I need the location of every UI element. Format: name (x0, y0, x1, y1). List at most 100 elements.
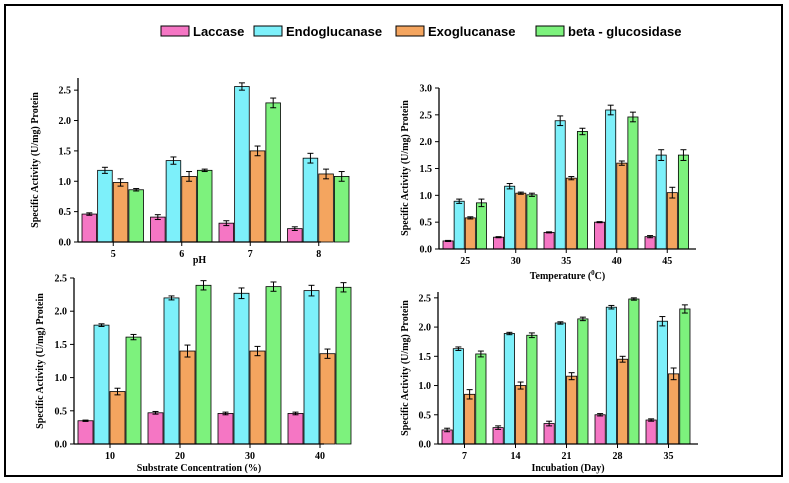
bar-laccase-10 (77, 420, 94, 445)
bar-laccase-21 (543, 423, 555, 445)
y-tick-label: 0.0 (419, 440, 432, 451)
bar-endoglucanase-21 (554, 322, 566, 445)
x-tick-label-45: 45 (662, 256, 672, 267)
x-tick-label-5: 5 (111, 249, 116, 260)
bar-exoglucanase-7 (464, 393, 476, 445)
bar-exoglucanase-28 (617, 358, 629, 445)
x-tick-label-20: 20 (175, 451, 185, 462)
x-tick-label-6: 6 (179, 249, 184, 260)
bar-exoglucanase-35 (565, 177, 577, 250)
x-tick-label-14: 14 (511, 451, 521, 462)
bar-endoglucanase-10 (93, 324, 110, 445)
bar-beta-glucosidase-7 (265, 102, 281, 243)
bar-beta-glucosidase-40 (627, 116, 639, 250)
y-tick-label: 1.5 (419, 352, 432, 363)
bar-beta-glucosidase-30 (526, 194, 538, 250)
y-tick-label: 1.5 (420, 164, 433, 175)
y-tick-label: 1.0 (419, 381, 432, 392)
bar-endoglucanase-6 (165, 160, 182, 243)
bar-laccase-5 (81, 213, 98, 243)
bar-endoglucanase-5 (97, 169, 113, 243)
y-axis-title: Specific Activity (U/mg) Protein (400, 300, 411, 436)
legend-swatch-laccase (160, 25, 190, 37)
bar-endoglucanase-7 (234, 86, 250, 243)
bar-laccase-25 (442, 240, 454, 250)
bar-endoglucanase-35 (554, 120, 566, 250)
legend-label-laccase: Laccase (193, 24, 244, 39)
bar-endoglucanase-30 (233, 292, 250, 445)
bar-endoglucanase-28 (605, 306, 617, 445)
bar-endoglucanase-40 (605, 109, 617, 250)
bar-beta-glucosidase-40 (335, 286, 352, 445)
bar-laccase-6 (150, 216, 166, 243)
x-tick-label-40: 40 (315, 451, 325, 462)
figure-canvas: Laccase Endoglucanase Exoglucanase beta - g… (30, 24, 698, 474)
bar-endoglucanase-45 (655, 154, 667, 250)
y-tick-label: 2.0 (419, 323, 432, 334)
bar-laccase-45 (644, 236, 656, 250)
y-tick-label: 0.0 (59, 238, 72, 249)
x-tick-label-30: 30 (511, 256, 521, 267)
x-axis-title: Substrate Concentration (%) (137, 463, 261, 474)
legend-label-endoglucanase: Endoglucanase (286, 24, 382, 39)
chart-substrate-concentration: 0.0 0.5 1.0 1.5 2.0 2.5 10 20 30 40 Substrate Conc… (35, 274, 352, 474)
y-tick-label: 2.5 (420, 110, 433, 121)
bar-exoglucanase-7 (249, 150, 266, 243)
bar-endoglucanase-20 (163, 297, 180, 445)
bar-laccase-20 (147, 412, 164, 445)
y-tick-label: 1.0 (420, 191, 433, 202)
bar-beta-glucosidase-10 (125, 336, 142, 445)
bar-exoglucanase-10 (109, 391, 126, 445)
bar-exoglucanase-45 (666, 192, 678, 250)
bar-endoglucanase-40 (303, 290, 320, 445)
bar-exoglucanase-8 (318, 173, 334, 243)
y-axis-title: Specific Activity (U/mg) Protein (30, 92, 41, 228)
bar-laccase-40 (287, 413, 304, 445)
chart-incubation: 0.0 0.5 1.0 1.5 2.0 2.5 7 14 21 28 35 Incubation (D… (400, 292, 698, 474)
x-tick-label-10: 10 (105, 451, 115, 462)
bar-exoglucanase-6 (181, 175, 197, 243)
y-tick-label: 1.5 (59, 146, 72, 157)
bar-exoglucanase-25 (464, 217, 476, 250)
bar-beta-glucosidase-35 (576, 131, 588, 250)
y-tick-label: 2.0 (59, 116, 72, 127)
legend-swatch-beta-glucosidase (535, 25, 565, 37)
bar-endoglucanase-7 (452, 348, 464, 445)
bar-exoglucanase-14 (515, 385, 527, 445)
legend-label-exoglucanase: Exoglucanase (428, 24, 515, 39)
y-tick-label: 1.0 (59, 177, 72, 188)
x-tick-label-28: 28 (613, 451, 623, 462)
y-tick-label: 0.5 (59, 207, 72, 218)
x-tick-label-35: 35 (664, 451, 674, 462)
y-tick-label: 2.5 (55, 274, 68, 285)
legend: Laccase Endoglucanase Exoglucanase beta - g… (160, 24, 681, 39)
bar-exoglucanase-20 (179, 350, 196, 445)
x-tick-label-30: 30 (245, 451, 255, 462)
bar-laccase-40 (594, 221, 606, 250)
x-tick-label-7: 7 (248, 249, 253, 260)
legend-swatch-exoglucanase (395, 25, 425, 37)
bar-beta-glucosidase-28 (628, 298, 640, 445)
bar-exoglucanase-40 (319, 353, 336, 445)
bar-beta-glucosidase-5 (128, 189, 144, 243)
bar-beta-glucosidase-25 (475, 202, 487, 250)
bar-exoglucanase-30 (515, 192, 527, 250)
x-tick-label-8: 8 (316, 249, 321, 260)
y-tick-label: 0.0 (420, 245, 433, 256)
bar-laccase-14 (492, 427, 504, 445)
x-tick-label-25: 25 (460, 256, 470, 267)
bar-exoglucanase-35 (668, 373, 680, 445)
bar-exoglucanase-30 (249, 350, 266, 445)
bar-beta-glucosidase-6 (196, 169, 213, 243)
y-tick-label: 2.0 (420, 137, 433, 148)
bar-laccase-30 (493, 236, 505, 250)
x-tick-label-40: 40 (612, 256, 622, 267)
chart-temperature: 0.0 0.5 1.0 1.5 2.0 2.5 3.0 25 30 35 40 45 Temperatu… (400, 84, 696, 282)
y-tick-label: 2.0 (55, 307, 68, 318)
bar-endoglucanase-35 (656, 320, 668, 445)
bar-exoglucanase-21 (566, 375, 578, 445)
bar-laccase-35 (543, 231, 555, 250)
bar-endoglucanase-8 (302, 157, 319, 243)
bar-beta-glucosidase-14 (526, 334, 538, 445)
x-axis-title: Temperature (0C) (530, 269, 605, 282)
